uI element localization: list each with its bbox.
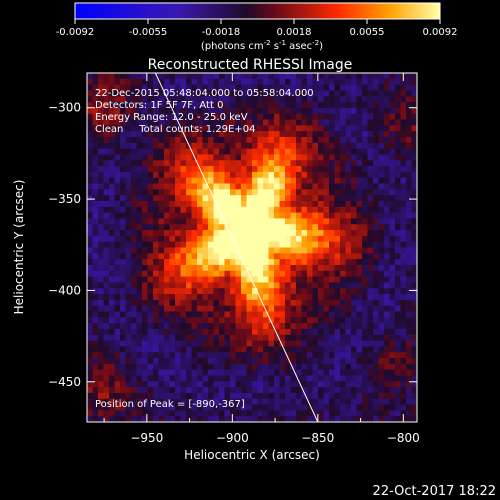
colorbar-tick-label: 0.0018 (277, 27, 312, 38)
colorbar-tick-label: -0.0055 (129, 27, 168, 38)
colorbar (74, 2, 441, 20)
timestamp: 22-Oct-2017 18:22 (373, 484, 496, 499)
x-tick-label: −900 (216, 431, 249, 445)
colorbar-ticks: -0.0092 -0.0055 -0.0018 0.0018 0.0055 0.0092 (56, 19, 458, 38)
heatmap-image (87, 73, 417, 422)
y-tick-label: −400 (48, 283, 81, 297)
x-tick-label: −800 (387, 431, 420, 445)
x-tick-label: −950 (130, 431, 163, 445)
chart-title: Reconstructed RHESSI Image (148, 57, 353, 73)
x-axis-label: Heliocentric X (arcsec) (184, 448, 320, 462)
peak-position-text: Position of Peak = [-890,-367] (95, 399, 245, 410)
y-axis-label: Heliocentric Y (arcsec) (12, 180, 26, 315)
colorbar-tick-label: -0.0092 (56, 27, 95, 38)
y-tick-label: −300 (48, 101, 81, 115)
solar-limb-line (154, 73, 319, 422)
plot-frame (86, 72, 418, 423)
colorbar-unit-label: (photons cm-2 s-1 asec-2) (201, 39, 323, 52)
info-time-range: 22-Dec-2015 05:48:04.000 to 05:58:04.000 (95, 88, 314, 99)
colorbar-tick-label: -0.0018 (202, 27, 241, 38)
y-tick-label: −450 (48, 375, 81, 389)
info-detectors: Detectors: 1F 5F 7F, Att 0 (95, 100, 223, 111)
info-clean-counts: Clean Total counts: 1.29E+04 (95, 124, 255, 135)
observation-info: 22-Dec-2015 05:48:04.000 to 05:58:04.000… (95, 88, 314, 135)
x-tick-label: −850 (301, 431, 334, 445)
colorbar-tick-label: 0.0092 (423, 27, 458, 38)
axis-ticks: −950 −900 −850 −800 −300 −350 −400 −450 (48, 73, 420, 445)
y-tick-label: −350 (48, 192, 81, 206)
colorbar-tick-label: 0.0055 (350, 27, 385, 38)
info-energy-range: Energy Range: 12.0 - 25.0 keV (95, 112, 248, 123)
